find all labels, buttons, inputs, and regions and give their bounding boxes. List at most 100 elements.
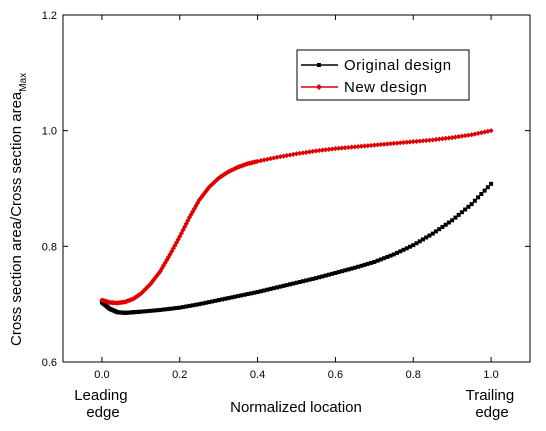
data-point [151, 308, 156, 313]
legend-box [296, 49, 470, 101]
data-point [368, 142, 374, 149]
data-point [206, 300, 211, 305]
data-point [297, 150, 303, 156]
data-point [155, 308, 160, 313]
data-point [161, 307, 166, 312]
data-point [381, 141, 387, 147]
data-point [365, 143, 371, 149]
data-point [216, 298, 221, 303]
trailing-edge-line2: edge [475, 404, 508, 421]
data-point [262, 288, 267, 293]
data-point [271, 286, 276, 291]
data-point [411, 243, 416, 248]
data-point [174, 306, 179, 311]
data-point [320, 274, 325, 279]
data-point [223, 296, 228, 301]
data-point [407, 139, 413, 145]
data-point [277, 154, 283, 160]
series-layer [99, 128, 494, 315]
data-point [252, 290, 257, 295]
data-point [242, 292, 247, 297]
x-tick-label: 0.8 [406, 369, 421, 381]
leading-edge-line1: Leading [74, 387, 127, 404]
data-point [391, 140, 397, 146]
data-point [401, 247, 406, 252]
data-point [138, 309, 143, 314]
data-point [333, 270, 338, 275]
data-point [413, 138, 420, 144]
data-point [475, 130, 481, 136]
data-point [382, 256, 387, 261]
series-line [101, 183, 492, 314]
data-point [293, 151, 300, 157]
data-point [436, 136, 442, 142]
data-point [193, 302, 198, 307]
data-point [332, 145, 339, 152]
data-point [378, 141, 384, 148]
data-point [395, 250, 400, 255]
data-point [349, 144, 355, 150]
data-point [456, 134, 462, 140]
data-point [316, 147, 322, 154]
data-point [430, 231, 435, 236]
y-tick-label: 0.8 [42, 241, 57, 253]
data-point [439, 136, 446, 142]
data-point [352, 265, 357, 270]
data-point [313, 148, 319, 154]
data-point [180, 305, 185, 310]
data-point [290, 151, 296, 157]
data-point [472, 198, 477, 203]
data-point [355, 143, 361, 150]
data-point [414, 241, 419, 246]
data-point [479, 191, 484, 196]
data-point [450, 218, 455, 223]
data-point [423, 137, 429, 144]
data-point [232, 294, 237, 299]
data-point [203, 300, 208, 305]
data-point [371, 142, 377, 148]
data-point [374, 142, 381, 148]
data-point [463, 207, 468, 212]
data-point [304, 278, 309, 283]
data-point [388, 253, 393, 258]
data-point [297, 279, 302, 284]
data-point [397, 140, 403, 146]
x-tick-label: 0.4 [250, 369, 265, 381]
data-point [375, 258, 380, 263]
axis-ticks: 0.0 0.2 0.4 0.6 0.8 1.0 0.6 0.8 1.0 1.2 [42, 10, 530, 381]
leading-edge-label: Leading edge [74, 387, 132, 421]
data-point [443, 222, 448, 227]
data-point [459, 210, 464, 215]
data-point [472, 131, 478, 137]
data-point [417, 138, 423, 144]
data-point [168, 306, 173, 311]
data-point [437, 227, 442, 232]
data-point [274, 154, 280, 160]
data-point [300, 279, 305, 284]
data-point [317, 275, 322, 280]
x-axis-label: Normalized location [230, 399, 362, 416]
data-point [362, 262, 367, 267]
data-point [400, 139, 407, 146]
data-point [190, 303, 195, 308]
data-point [148, 308, 153, 313]
legend-marker-original [317, 63, 321, 67]
data-point [268, 286, 273, 291]
data-point [404, 246, 409, 251]
data-point [446, 135, 452, 141]
data-point [275, 285, 280, 290]
data-point [164, 307, 169, 312]
data-point [378, 257, 383, 262]
data-point [323, 273, 328, 278]
data-point [267, 156, 274, 162]
data-point [469, 202, 474, 207]
data-point [284, 152, 290, 159]
data-point [329, 146, 335, 152]
data-point [271, 155, 277, 161]
data-point [154, 272, 160, 279]
y-tick-label: 1.2 [42, 10, 57, 22]
data-point [369, 260, 374, 265]
data-point [453, 215, 458, 220]
data-point [306, 149, 313, 155]
